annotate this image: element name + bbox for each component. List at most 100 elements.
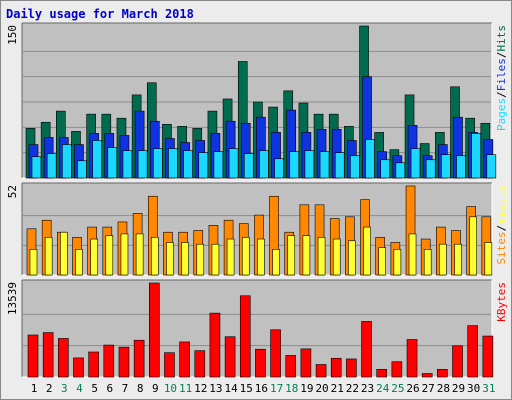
bar-pages [259, 150, 269, 179]
bar-kbytes [58, 338, 69, 378]
bar-kbytes [239, 295, 251, 378]
legend-entry-sep: / [495, 225, 508, 232]
bar-kbytes [179, 341, 190, 378]
bar-kbytes [315, 364, 327, 378]
bar-kbytes [482, 335, 494, 378]
day-label: 28 [437, 382, 450, 395]
bar-kbytes [285, 355, 297, 378]
bar-pages [395, 162, 406, 179]
day-label: 10 [164, 382, 177, 395]
bar-pages [425, 159, 436, 179]
day-label: 13 [209, 382, 222, 395]
bar-kbytes [118, 346, 130, 378]
day-label: 22 [346, 382, 359, 395]
legend-entry-sep: / [495, 91, 508, 98]
bar-pages [228, 148, 239, 179]
bar-kbytes [270, 329, 281, 378]
day-label: 6 [106, 382, 113, 395]
bar-sites [317, 237, 326, 276]
bar-sites [196, 243, 205, 276]
bar-kbytes [452, 345, 463, 378]
day-label: 17 [270, 382, 283, 395]
day-label: 3 [61, 382, 68, 395]
bar-sites [378, 247, 387, 276]
bar-pages [198, 152, 209, 179]
legend-entry-files: Files [495, 58, 508, 91]
legend-entry-visits: Visits [495, 185, 508, 225]
bar-sites [484, 242, 493, 276]
bar-kbytes [224, 336, 236, 378]
bar-sites [454, 243, 462, 276]
bar-pages [441, 154, 451, 179]
bar-pages [77, 160, 87, 179]
bar-pages [410, 148, 421, 179]
bar-sites [226, 238, 235, 276]
bar-sites [287, 235, 296, 276]
day-label: 8 [137, 382, 144, 395]
bar-kbytes [361, 321, 372, 378]
bar-pages [122, 150, 133, 179]
legend: Pages/Files/Hits [495, 25, 508, 131]
bar-pages [289, 151, 300, 179]
bar-pages [92, 140, 102, 179]
bar-sites [348, 240, 356, 276]
bar-kbytes [467, 325, 478, 378]
bar-sites [393, 249, 402, 276]
bar-sites [60, 231, 68, 276]
day-label: 20 [315, 382, 328, 395]
legend-entry-pages: Pages [495, 98, 508, 131]
bar-kbytes [103, 344, 115, 378]
day-label: 25 [391, 382, 404, 395]
kbytes-panel: 13539 KBytes [6, 279, 508, 378]
bar-kbytes [164, 352, 175, 378]
bar-sites [120, 233, 129, 276]
bar-sites [181, 242, 189, 276]
bar-pages [274, 158, 284, 179]
bar-sites [135, 233, 144, 276]
bar-pages [62, 144, 72, 179]
bar-sites [469, 216, 477, 276]
day-label: 27 [422, 382, 435, 395]
day-label: 14 [224, 382, 238, 395]
day-label: 23 [361, 382, 374, 395]
bar-pages [350, 155, 360, 179]
bar-sites [302, 235, 311, 276]
bar-kbytes [391, 361, 403, 378]
legend-entry-hits: Hits [495, 25, 508, 52]
bar-kbytes [73, 357, 84, 378]
day-label: 9 [152, 382, 159, 395]
chart-title: Daily usage for March 2018 [6, 7, 194, 21]
day-label: 21 [331, 382, 344, 395]
day-label: 12 [194, 382, 207, 395]
bar-sites [423, 249, 432, 276]
bar-pages [319, 151, 330, 179]
day-label: 26 [406, 382, 419, 395]
bar-sites [332, 238, 341, 276]
bar-kbytes [255, 348, 266, 378]
bar-kbytes [300, 348, 312, 378]
day-label: 11 [179, 382, 192, 395]
bar-sites [272, 249, 280, 276]
bar-pages [380, 159, 391, 179]
bar-sites [241, 237, 250, 276]
visits-sites-panel: 52 Sites/Visits [6, 182, 508, 276]
bar-pages [213, 151, 224, 179]
bar-pages [471, 133, 481, 179]
bar-pages [183, 150, 193, 179]
bar-kbytes [406, 339, 418, 378]
bar-sites [257, 238, 265, 276]
bar-kbytes [346, 358, 357, 378]
day-label: 31 [482, 382, 495, 395]
bar-pages [365, 139, 375, 179]
legend-entry-sites: Sites [495, 231, 508, 264]
day-label: 5 [91, 382, 98, 395]
legend: Sites/Visits [495, 185, 508, 265]
bar-sites [439, 243, 447, 276]
day-label: 1 [31, 382, 38, 395]
bar-sites [150, 237, 159, 276]
bar-pages [304, 150, 315, 179]
bar-sites [408, 233, 417, 276]
legend-entry-sep: / [495, 52, 508, 59]
bar-pages [46, 153, 57, 179]
bar-pages [486, 154, 497, 179]
